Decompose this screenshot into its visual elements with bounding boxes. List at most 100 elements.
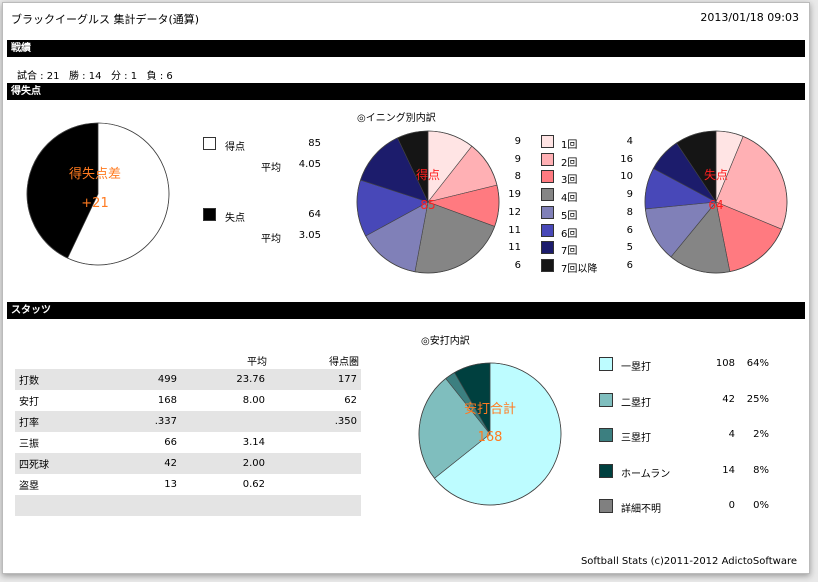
hit-type-swatch — [599, 357, 613, 371]
inning-label: 1回 — [561, 140, 578, 151]
inning-scored-count: 11 — [508, 224, 521, 236]
stat-scoring-position: 62 — [344, 395, 357, 406]
stat-average — [181, 495, 269, 516]
inning-color-swatch — [541, 135, 554, 148]
stat-value: 66 — [164, 437, 177, 448]
hit-type-count: 42 — [722, 393, 735, 405]
record-losses: 負 : 6 — [146, 71, 173, 82]
run-diff-pie: 得失点差 +21 — [26, 122, 170, 266]
stats-col-rbi: 得点圏 — [329, 357, 359, 368]
stat-name: 盗塁 — [19, 481, 39, 492]
footer-copyright: Softball Stats (c)2011-2012 AdictoSoftwa… — [580, 556, 797, 567]
inning-label: 6回 — [561, 228, 578, 240]
hit-type-percent: 0% — [753, 500, 769, 511]
inning-allowed-count: 6 — [626, 224, 633, 236]
record-draws: 分 : 1 — [111, 71, 138, 82]
inning-scored-count: 6 — [514, 259, 521, 271]
stat-scoring-position: 177 — [269, 369, 361, 390]
hits-breakdown-title: ◎安打内訳 — [421, 336, 470, 347]
hit-type-count: 4 — [728, 429, 735, 440]
stat-name — [15, 495, 103, 516]
inning-allowed-count: 10 — [620, 171, 633, 183]
inning-label: 4回 — [561, 193, 578, 205]
hit-type-percent: 25% — [746, 393, 769, 405]
inning-allowed-count: 16 — [620, 153, 633, 165]
stat-name: 安打 — [19, 397, 39, 408]
stats-row: 盗塁 13 0.62 — [15, 474, 361, 495]
inning-scored-count: 9 — [514, 136, 521, 147]
scored-avg-label: 平均 — [261, 163, 281, 174]
hits-pie-value: 168 — [478, 430, 503, 445]
pie-outline — [26, 122, 170, 266]
stat-name: 三振 — [19, 439, 39, 450]
record-summary: 試合 : 21 勝 : 14 分 : 1 負 : 6 — [17, 67, 173, 82]
inning-color-swatch — [541, 205, 554, 219]
section-header-runs: 得失点 — [7, 83, 805, 100]
run-diff-label: 得失点差 — [69, 166, 121, 182]
allowed-pie-label: 失点 — [704, 167, 728, 182]
record-games: 試合 : 21 — [17, 71, 60, 82]
stat-average: 8.00 — [242, 395, 265, 406]
report-sheet: ブラックイーグルス 集計データ(通算) 2013/01/18 09:03 戦績 … — [2, 2, 810, 574]
stat-average: 0.62 — [242, 479, 265, 490]
run-diff-value: +21 — [81, 196, 108, 211]
pie-outline — [644, 130, 788, 274]
hit-type-percent: 8% — [753, 464, 769, 476]
hit-type-count: 14 — [722, 464, 735, 476]
hit-type-label: 一塁打 — [621, 362, 651, 373]
scored-pie-label: 得点 — [416, 167, 440, 182]
inning-scored-count: 8 — [514, 171, 521, 183]
stat-scoring-position — [269, 432, 361, 453]
report-title: ブラックイーグルス 集計データ(通算) — [11, 13, 200, 26]
inning-allowed-count: 9 — [626, 189, 633, 201]
hit-type-swatch — [599, 392, 613, 407]
hit-type-swatch — [599, 463, 613, 478]
allowed-avg: 3.05 — [298, 230, 321, 241]
stat-value: 42 — [103, 453, 181, 474]
stat-scoring-position — [269, 453, 361, 474]
stat-scoring-position — [269, 474, 361, 495]
inning-legend: 9 1回 4 9 2回 16 8 3回 10 19 4回 9 12 5回 8 11 6回 6 11 7回 5 6 7回以降 6 — [503, 135, 643, 275]
stat-value: 168 — [157, 395, 177, 406]
hits-pie: 安打合計 168 — [418, 362, 562, 506]
stats-row: 打数 499 23.76 177 — [15, 369, 361, 390]
stat-name: 四死球 — [15, 453, 103, 474]
inning-allowed-count: 5 — [626, 242, 633, 254]
scored-label: 得点 — [225, 142, 245, 153]
inning-label: 3回 — [561, 175, 578, 187]
stat-scoring-position: .350 — [269, 411, 361, 432]
allowed-swatch — [203, 208, 216, 221]
inning-scored-count: 11 — [508, 242, 521, 254]
inning-color-swatch — [541, 258, 554, 272]
hit-type-count: 108 — [715, 358, 735, 369]
inning-allowed-count: 6 — [626, 259, 633, 271]
stat-name: 打数 — [15, 369, 103, 390]
inning-scored-count: 12 — [508, 206, 521, 218]
hit-type-label: 詳細不明 — [621, 504, 661, 515]
hits-pie-label: 安打合計 — [464, 401, 516, 417]
scored-pie-value: 85 — [420, 198, 435, 212]
stats-table: 打数 499 23.76 177 安打 168 8.00 62 打率 .337 .350 三振 66 3.… — [15, 369, 361, 516]
hit-type-percent: 2% — [753, 429, 769, 440]
stat-scoring-position — [269, 495, 361, 516]
stats-col-avg: 平均 — [247, 357, 267, 368]
record-wins: 勝 : 14 — [69, 71, 102, 82]
stats-row: 四死球 42 2.00 — [15, 453, 361, 474]
inning-allowed-count: 4 — [626, 136, 633, 147]
section-header-stats: スタッツ — [7, 302, 805, 319]
allowed-avg-label: 平均 — [261, 234, 281, 245]
scored-swatch — [203, 137, 216, 150]
inning-color-swatch — [541, 188, 554, 202]
hit-type-percent: 64% — [746, 358, 769, 369]
inning-color-swatch — [541, 152, 554, 166]
section-header-record: 戦績 — [7, 40, 805, 57]
inning-label: 7回 — [561, 246, 578, 258]
hit-type-label: 三塁打 — [621, 433, 651, 444]
stat-average: 2.00 — [181, 453, 269, 474]
stats-row — [15, 495, 361, 516]
allowed-total: 64 — [308, 209, 321, 220]
inning-color-swatch — [541, 241, 554, 255]
scored-by-inning-pie: 得点 85 — [356, 130, 500, 274]
hit-type-label: ホームラン — [621, 468, 671, 480]
pie-outline — [356, 130, 500, 274]
